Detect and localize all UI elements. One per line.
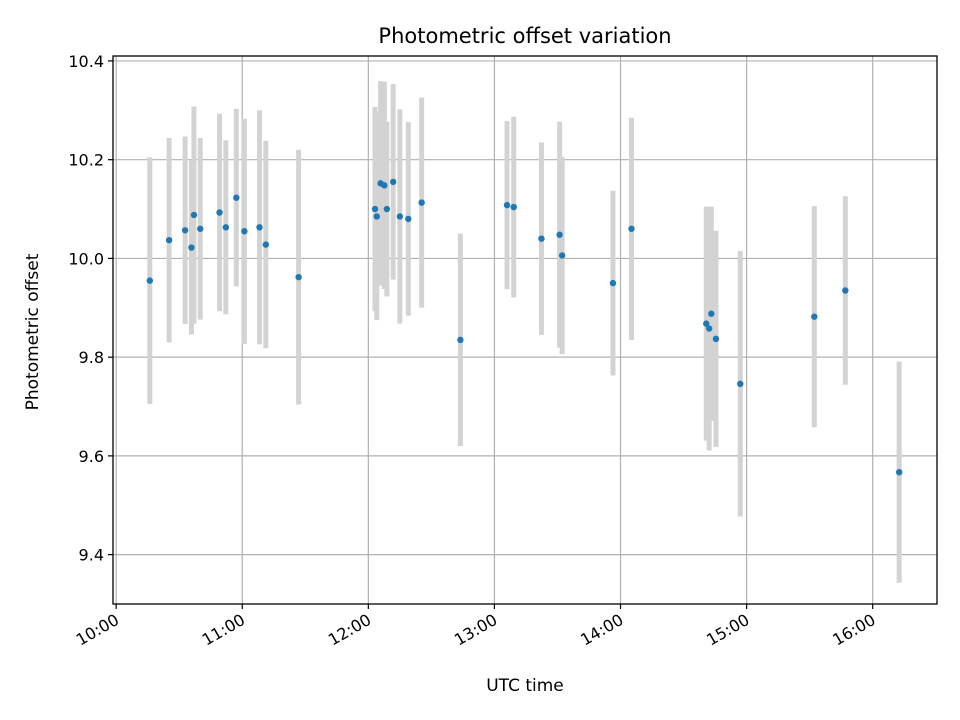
data-point — [405, 215, 412, 223]
data-point — [222, 224, 230, 231]
chart-title: Photometric offset variation — [378, 24, 671, 48]
data-point — [233, 194, 240, 201]
data-point — [165, 236, 173, 244]
y-tick-label: 9.6 — [79, 447, 104, 466]
y-tick-label: 10.0 — [68, 249, 104, 268]
data-point — [737, 380, 744, 388]
data-point — [628, 225, 635, 232]
data-point — [538, 235, 545, 242]
data-point — [705, 325, 713, 332]
data-point — [609, 279, 617, 287]
data-point — [146, 277, 154, 284]
y-axis-label: Photometric offset — [23, 253, 43, 410]
data-point — [556, 231, 563, 238]
y-tick-label: 10.2 — [68, 151, 104, 170]
data-point — [503, 201, 511, 209]
data-point — [188, 244, 195, 251]
data-point — [842, 287, 849, 294]
y-tick-label: 10.4 — [68, 52, 104, 71]
y-tick-label: 9.4 — [79, 546, 104, 565]
data-point — [216, 209, 223, 216]
data-point — [295, 273, 302, 281]
data-point — [418, 199, 425, 206]
data-point — [371, 205, 379, 213]
data-point — [181, 227, 189, 234]
data-point — [241, 228, 248, 235]
data-point — [811, 313, 818, 320]
data-point — [197, 225, 204, 232]
data-point — [708, 310, 715, 317]
data-point — [190, 211, 198, 219]
data-point — [703, 320, 710, 327]
data-point — [381, 182, 388, 189]
data-point — [256, 224, 263, 231]
x-axis-label: UTC time — [486, 676, 564, 696]
data-point — [373, 213, 380, 220]
plot-frame — [112, 55, 938, 605]
data-point — [457, 336, 464, 344]
data-point — [712, 335, 720, 343]
data-point — [383, 205, 391, 213]
data-point — [262, 241, 270, 248]
data-point — [396, 213, 404, 220]
data-point — [389, 178, 397, 186]
data-points — [146, 178, 903, 476]
data-point — [895, 468, 903, 476]
y-tick-label: 9.8 — [79, 348, 104, 367]
data-point — [558, 252, 566, 259]
data-point — [510, 203, 517, 211]
